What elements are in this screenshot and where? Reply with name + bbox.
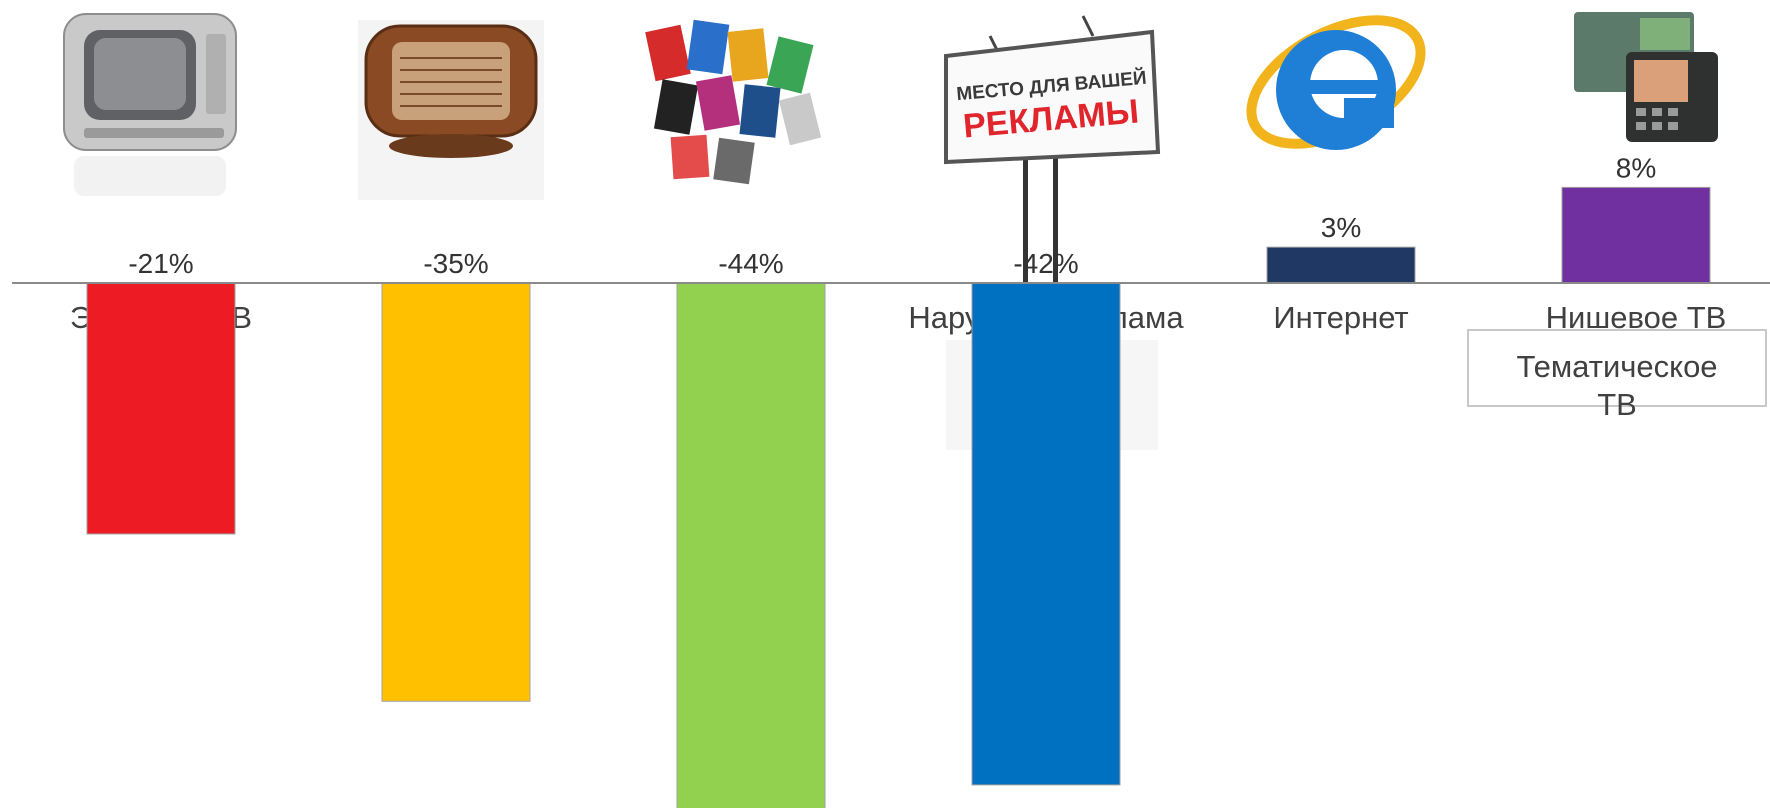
bar bbox=[676, 282, 826, 808]
category-label: Интернет bbox=[1273, 300, 1408, 335]
vintage-radio-icon bbox=[358, 20, 544, 200]
annotation-line-2: ТВ bbox=[1597, 387, 1637, 422]
value-label: -21% bbox=[128, 248, 193, 279]
internet-explorer-icon bbox=[1246, 15, 1426, 150]
annotation-line-1: Тематическое bbox=[1516, 349, 1717, 384]
magazines-icon bbox=[645, 19, 822, 185]
bar bbox=[1561, 186, 1711, 284]
value-label: 3% bbox=[1321, 212, 1361, 243]
value-label: 8% bbox=[1616, 152, 1656, 183]
bars-group bbox=[86, 186, 1711, 808]
bar bbox=[1266, 246, 1416, 284]
value-label: -42% bbox=[1013, 248, 1078, 279]
bar bbox=[86, 282, 236, 535]
value-label: -35% bbox=[423, 248, 488, 279]
value-labels-group: -21% -35% -44% -42% 3% 8% bbox=[128, 152, 1656, 279]
bar bbox=[971, 282, 1121, 786]
value-label: -44% bbox=[718, 248, 783, 279]
bar bbox=[381, 282, 531, 702]
television-icon bbox=[63, 13, 237, 196]
annotation-box: Тематическое ТВ bbox=[1467, 329, 1767, 422]
video-screens-icon bbox=[1574, 12, 1718, 142]
